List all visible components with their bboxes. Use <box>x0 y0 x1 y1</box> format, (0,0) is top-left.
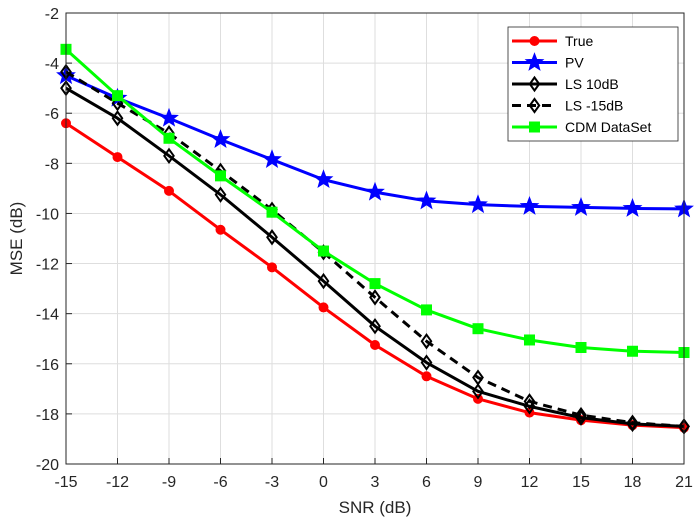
x-tick-label: 0 <box>319 474 328 491</box>
x-tick-label: -6 <box>213 474 227 491</box>
data-point-cdm-dataset <box>266 206 278 218</box>
data-point-pv <box>210 129 231 148</box>
series-line-ls-10db <box>65 86 685 428</box>
data-point-ls-10db <box>111 110 124 127</box>
y-axis-title: MSE (dB) <box>7 202 26 276</box>
data-point-ls-10db <box>472 383 484 400</box>
data-point-ls-15db <box>575 406 587 424</box>
data-point-ls-10db <box>317 272 330 290</box>
data-point-cdm-dataset <box>369 278 381 290</box>
x-tick-label: 9 <box>474 474 483 491</box>
data-point-ls-10db <box>214 186 227 203</box>
y-tick-label: -10 <box>36 206 59 223</box>
legend-item-ls-15db: LS -15dB <box>512 97 623 114</box>
data-point-pv <box>519 196 540 215</box>
legend-marker-pv <box>524 52 545 71</box>
data-point-cdm-dataset <box>524 334 535 346</box>
legend-label-ls-15db: LS -15dB <box>565 98 623 114</box>
legend-label-ls-10db: LS 10dB <box>565 76 619 92</box>
data-point-cdm-dataset <box>575 341 587 353</box>
data-point-cdm-dataset <box>318 245 329 257</box>
legend-item-cdm-dataset: CDM DataSet <box>512 119 651 135</box>
data-point-pv <box>365 181 385 201</box>
y-tick-label: -6 <box>45 106 59 123</box>
legend-label-true: True <box>565 33 593 49</box>
data-point-pv <box>416 190 437 210</box>
x-tick-label: 21 <box>675 474 693 491</box>
x-tick-label: 3 <box>371 474 380 491</box>
x-tick-label: -12 <box>106 474 129 491</box>
data-point-ls-15db <box>626 414 639 431</box>
x-axis-title: SNR (dB) <box>339 498 412 517</box>
x-tick-label: -15 <box>54 474 77 491</box>
data-point-ls-15db <box>523 393 536 410</box>
data-point-ls-10db <box>163 147 175 165</box>
y-tick-label: -16 <box>36 357 59 374</box>
legend-marker-ls-15db <box>528 97 541 114</box>
legend-item-ls-10db: LS 10dB <box>512 75 619 93</box>
data-point-ls-10db <box>266 229 278 246</box>
series-layer <box>56 43 694 435</box>
data-point-cdm-dataset <box>627 345 638 357</box>
legend-label-cdm-dataset: CDM DataSet <box>565 119 651 135</box>
data-point-true <box>370 339 380 350</box>
data-point-pv <box>468 194 488 214</box>
legend-item-true: True <box>512 33 593 49</box>
data-point-true <box>267 262 277 273</box>
x-tick-label: -9 <box>162 474 176 491</box>
data-point-true <box>164 185 174 196</box>
data-point-pv <box>313 169 334 189</box>
data-point-pv <box>262 149 282 169</box>
legend-marker-ls-10db <box>528 75 541 93</box>
y-tick-label: -8 <box>45 156 59 173</box>
series-line-ls-15db <box>65 70 685 428</box>
y-tick-label: -18 <box>36 407 59 424</box>
data-point-cdm-dataset <box>112 90 123 102</box>
y-tick-label: -20 <box>36 457 59 474</box>
data-point-ls-10db <box>420 354 433 371</box>
data-point-cdm-dataset <box>215 170 226 182</box>
series-cdm-dataset <box>60 43 690 359</box>
data-point-pv <box>159 107 179 127</box>
data-point-true <box>318 302 329 313</box>
y-tick-label: -12 <box>36 257 59 274</box>
legend-label-pv: PV <box>565 55 584 71</box>
legend-marker-true <box>529 36 540 46</box>
x-tick-label: 18 <box>624 474 642 491</box>
legend: True PV LS 10dB LS -15dB CDM DataSet <box>507 26 679 142</box>
data-point-pv <box>622 198 643 217</box>
data-point-ls-15db <box>369 289 381 306</box>
y-tick-label: -14 <box>36 307 59 324</box>
data-point-true <box>215 224 226 235</box>
x-tick-label: -3 <box>265 474 279 491</box>
x-tick-label: 15 <box>572 474 590 491</box>
data-point-ls-15db <box>420 333 433 350</box>
data-point-true <box>421 371 432 382</box>
axis-ticks: -15 -12 -9 -6 -3 0 3 6 9 12 15 18 21 -20 -18 -16 -14 -12 -… <box>36 6 693 491</box>
data-point-ls-10db <box>369 317 381 335</box>
data-point-cdm-dataset <box>421 304 432 316</box>
data-point-ls-15db <box>472 369 484 386</box>
y-tick-label: -4 <box>45 56 59 73</box>
legend-item-pv: PV <box>512 52 584 71</box>
legend-marker-cdm-dataset <box>529 121 540 133</box>
data-point-cdm-dataset <box>163 132 175 144</box>
y-tick-label: -2 <box>45 6 59 23</box>
data-point-pv <box>571 197 591 216</box>
x-tick-label: 6 <box>422 474 431 491</box>
data-point-cdm-dataset <box>472 323 484 335</box>
x-tick-label: 12 <box>521 474 539 491</box>
data-point-true <box>112 152 123 163</box>
